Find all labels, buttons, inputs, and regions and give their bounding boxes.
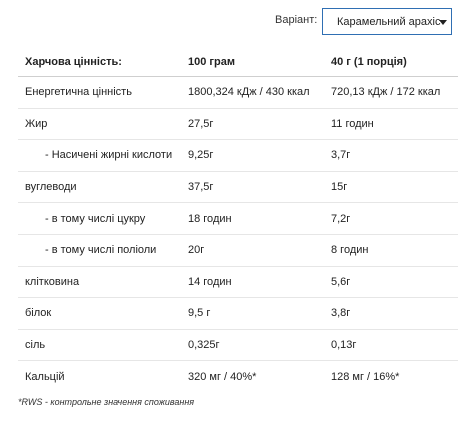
- nutrition-table: Харчова цінність: 100 грам 40 г (1 порція)…: [18, 48, 458, 392]
- table-cell: вуглеводи: [18, 171, 181, 204]
- variant-select[interactable]: Карамельний арахіс: [322, 8, 452, 35]
- table-cell: 3,7г: [324, 139, 458, 172]
- table-cell: 320 мг / 40%*: [188, 370, 257, 383]
- table-cell: 37,5г: [181, 171, 324, 204]
- table-cell: 15г: [324, 171, 458, 204]
- table-cell: Жир: [18, 108, 181, 141]
- table-cell: 8 годин: [324, 234, 458, 267]
- table-cell: Кальцій: [25, 370, 65, 383]
- table-cell: - Насичені жирні кислоти: [18, 139, 181, 172]
- table-cell: 100 грам: [181, 48, 324, 77]
- table-cell: 5,6г: [324, 266, 458, 299]
- table-cell: 9,5 г: [181, 297, 324, 330]
- footnote: *RWS - контрольне значення споживання: [18, 397, 195, 407]
- table-cell: 7,2г: [324, 202, 458, 235]
- table-cell: 11 годин: [324, 108, 458, 141]
- table-cell: 18 годин: [181, 202, 324, 235]
- table-cell: 3,8г: [324, 297, 458, 330]
- variant-value[interactable]: Карамельний арахіс: [337, 16, 441, 28]
- table-cell: 20г: [181, 234, 324, 267]
- table-cell: 27,5г: [181, 108, 324, 141]
- table-cell: 14 годин: [181, 266, 324, 299]
- table-cell: 1800,324 кДж / 430 ккал: [181, 76, 324, 109]
- table-cell: Енергетична цінність: [18, 76, 181, 109]
- table-cell: 40 г (1 порція): [324, 48, 458, 77]
- table-cell: білок: [18, 297, 181, 330]
- dropdown-arrow[interactable]: [439, 20, 447, 25]
- table-row: сіль 0,325г 0,13г: [18, 329, 458, 362]
- table-cell: сіль: [18, 329, 181, 362]
- table-cell: - в тому числі поліоли: [18, 234, 181, 267]
- table-cell: 9,25г: [181, 139, 324, 172]
- table-cell: 128 мг / 16%*: [331, 370, 400, 383]
- table-cell: 0,13г: [324, 329, 458, 362]
- table-row: - Насичені жирні кислоти 9,25г 3,7г: [18, 139, 458, 172]
- variant-label: Варіант:: [275, 14, 318, 26]
- table-cell: - в тому числі цукру: [18, 202, 181, 235]
- table-cell: 0,325г: [181, 329, 324, 362]
- table-row: - в тому числі цукру 18 годин 7,2г: [18, 202, 458, 235]
- table-row: Енергетична цінність 1800,324 кДж / 430 к…: [18, 76, 458, 109]
- table-row: вуглеводи 37,5г 15г: [18, 171, 458, 204]
- table-cell: клітковина: [18, 266, 181, 299]
- table-row: білок 9,5 г 3,8г: [18, 297, 458, 330]
- table-row: Кальцій 320 мг / 40%* 128 мг / 16%*: [18, 361, 458, 392]
- table-cell: 720,13 кДж / 172 ккал: [324, 76, 458, 109]
- table-row: - в тому числі поліоли 20г 8 годин: [18, 234, 458, 267]
- table-cell: Харчова цінність:: [18, 48, 181, 77]
- table-row: клітковина 14 годин 5,6г: [18, 266, 458, 299]
- table-row: Жир 27,5г 11 годин: [18, 108, 458, 141]
- table-row: Харчова цінність: 100 грам 40 г (1 порція): [18, 48, 458, 77]
